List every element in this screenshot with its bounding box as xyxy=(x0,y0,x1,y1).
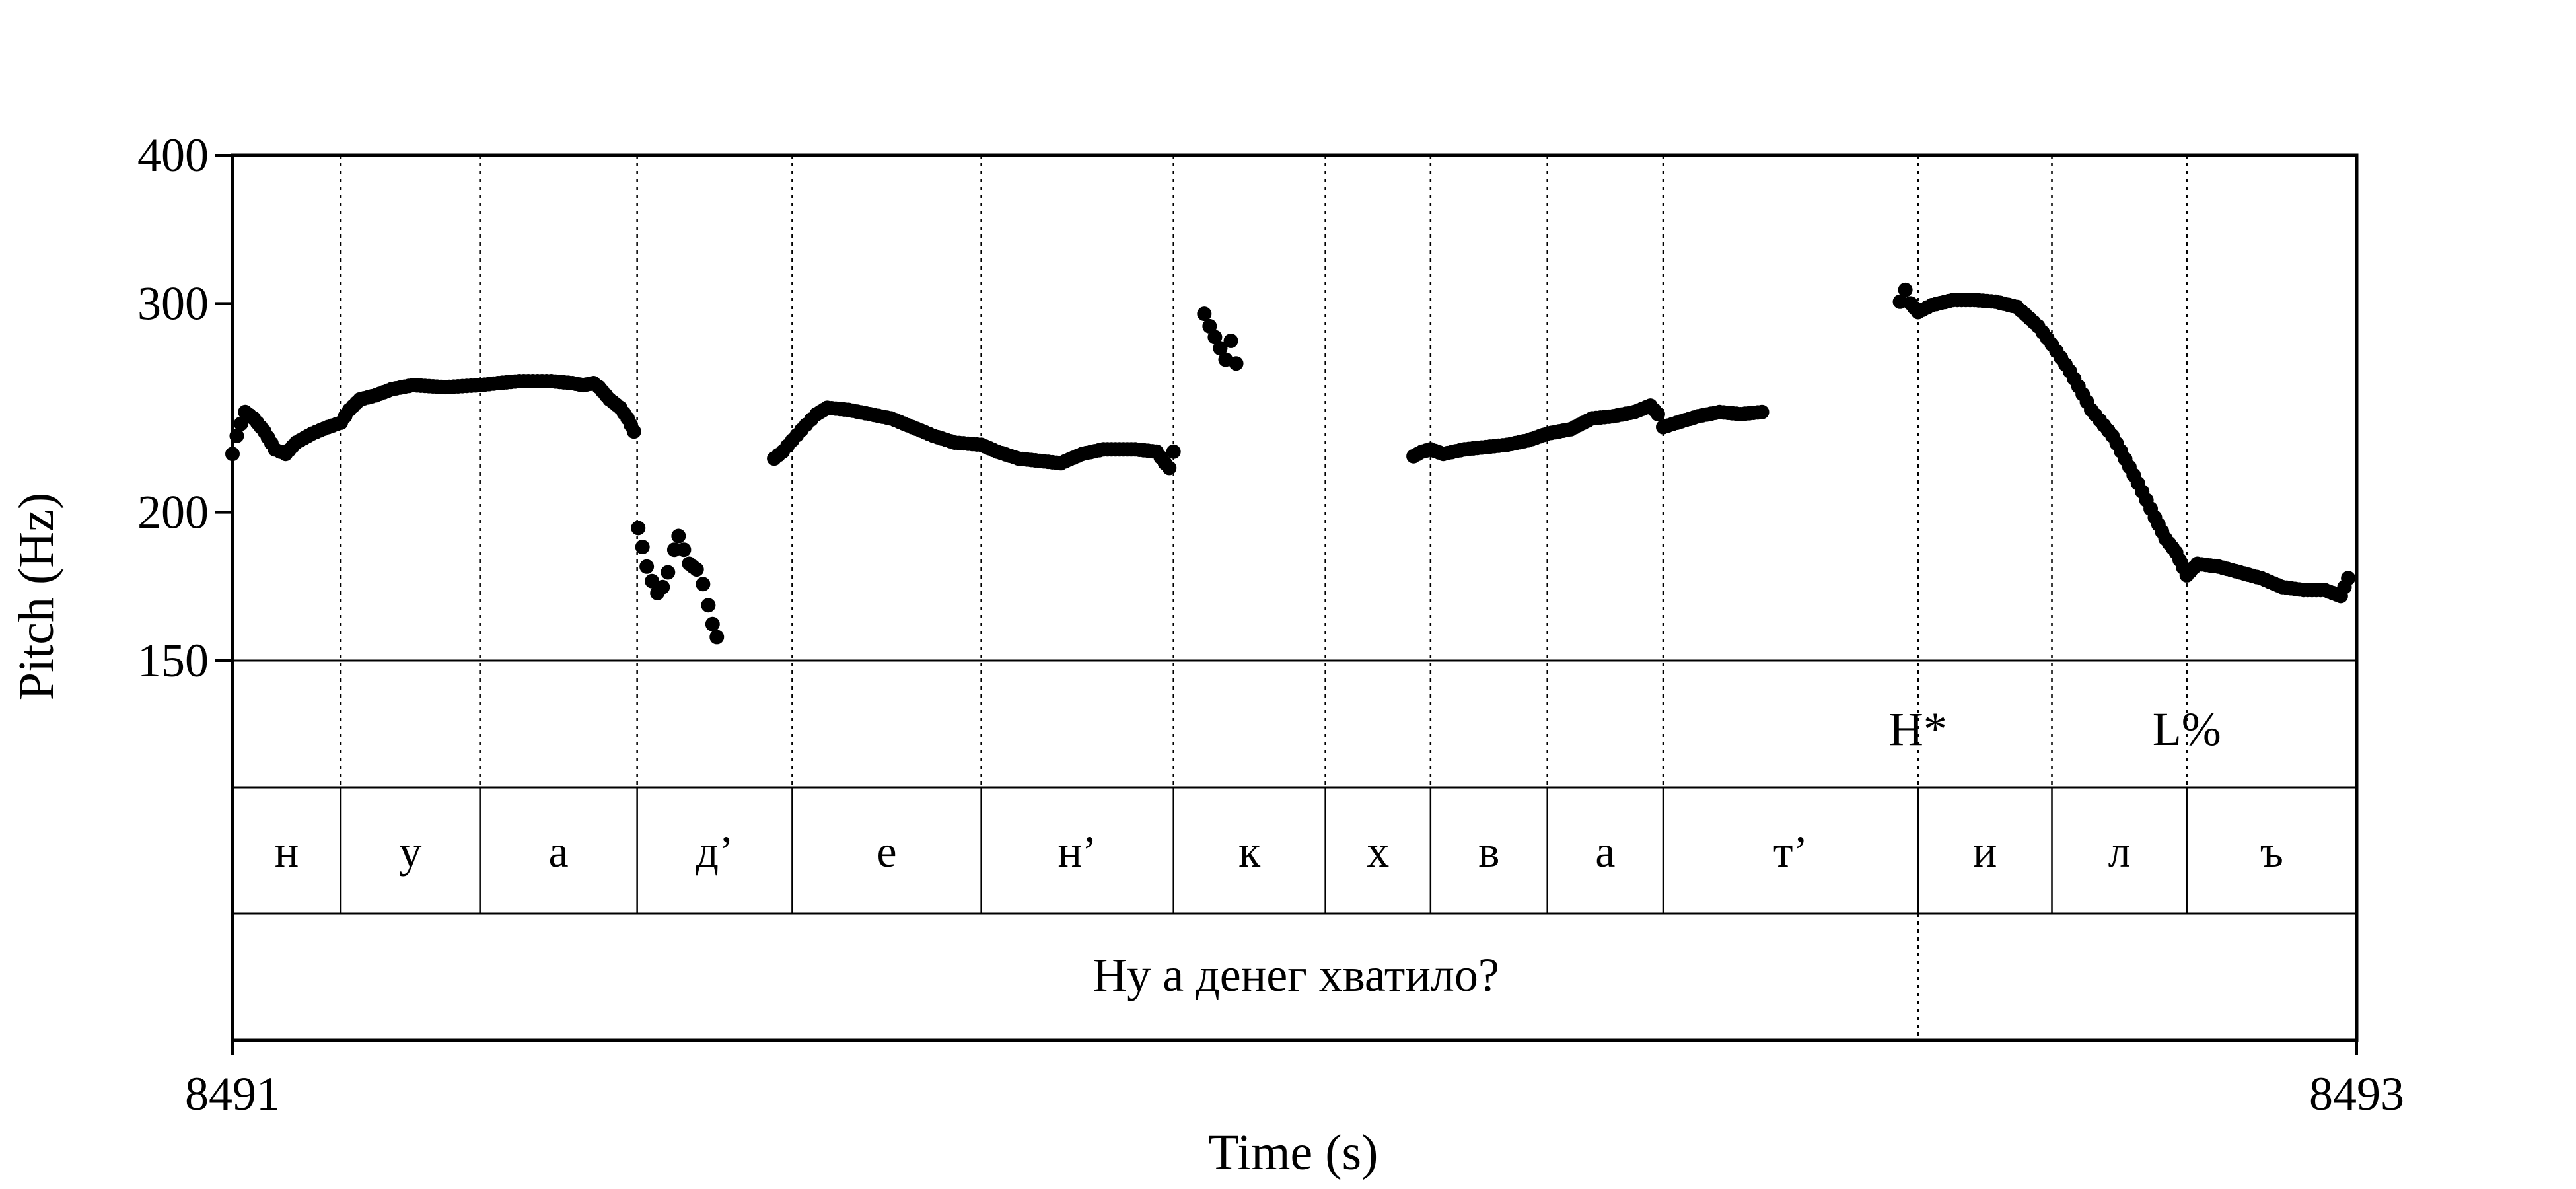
y-tick-label: 200 xyxy=(137,486,209,539)
pitch-point xyxy=(701,598,716,613)
segment-label: н xyxy=(275,826,299,877)
segment-label: а xyxy=(549,826,569,877)
pitch-point xyxy=(639,559,655,574)
tone-label: L% xyxy=(2153,703,2221,756)
pitch-point xyxy=(635,540,650,555)
segment-label: ъ xyxy=(2260,826,2283,877)
pitch-point xyxy=(645,573,660,589)
pitch-point xyxy=(671,528,686,544)
pitch-point xyxy=(661,565,676,580)
segment-label: н’ xyxy=(1058,826,1097,877)
y-axis-title: Pitch (Hz) xyxy=(9,493,64,700)
segment-label: х xyxy=(1367,826,1389,877)
segment-label: д’ xyxy=(696,826,733,877)
pitch-point xyxy=(1166,444,1181,459)
segment-label: л xyxy=(2108,826,2131,877)
chart-frame xyxy=(215,153,2359,1055)
segment-label: е xyxy=(877,826,896,877)
y-tick-label: 400 xyxy=(137,129,209,182)
pitch-point xyxy=(1754,404,1770,419)
sentence-label: Ну а денег хватило? xyxy=(1092,949,1499,1001)
tier-boundaries xyxy=(340,155,2188,1040)
pitch-point xyxy=(1197,306,1212,322)
pitch-point xyxy=(626,424,641,439)
pitch-point xyxy=(689,562,704,577)
y-tick-label: 150 xyxy=(137,634,209,687)
pitch-point xyxy=(1213,341,1228,356)
pitch-point xyxy=(1898,282,1913,297)
pitch-point xyxy=(1229,356,1244,371)
pitch-point xyxy=(1162,460,1177,476)
segment-label: а xyxy=(1595,826,1615,877)
y-tick-label: 300 xyxy=(137,277,209,330)
x-tick-label-end: 8493 xyxy=(2309,1067,2404,1120)
segment-label: у xyxy=(399,826,421,877)
pitch-point xyxy=(676,542,692,558)
segment-label: в xyxy=(1478,826,1499,877)
pitch-point xyxy=(709,630,725,645)
pitch-point xyxy=(1207,330,1223,345)
pitch-point xyxy=(655,579,670,594)
pitch-point xyxy=(2341,571,2356,586)
tone-label: H* xyxy=(1889,703,1947,756)
pitch-point xyxy=(705,616,720,631)
chart-labels: 150 200 300 400 H* L% н у а д’ е н’ к х в а т’ и л ъ xyxy=(137,129,2283,877)
pitch-point xyxy=(225,447,240,462)
pitch-point xyxy=(696,577,711,592)
segment-label: и xyxy=(1973,826,1997,877)
segment-label: т’ xyxy=(1773,826,1808,877)
pitch-points xyxy=(225,282,2356,645)
plot-frame xyxy=(231,153,2359,1042)
pitch-point xyxy=(1202,318,1217,334)
pitch-point xyxy=(1223,333,1238,348)
x-axis-title: Time (s) xyxy=(1209,1125,1378,1180)
pitch-point xyxy=(1650,406,1665,421)
pitch-point xyxy=(229,428,244,443)
segment-label: к xyxy=(1238,826,1261,877)
x-tick-label-start: 8491 xyxy=(185,1067,280,1120)
pitch-point xyxy=(631,521,646,536)
